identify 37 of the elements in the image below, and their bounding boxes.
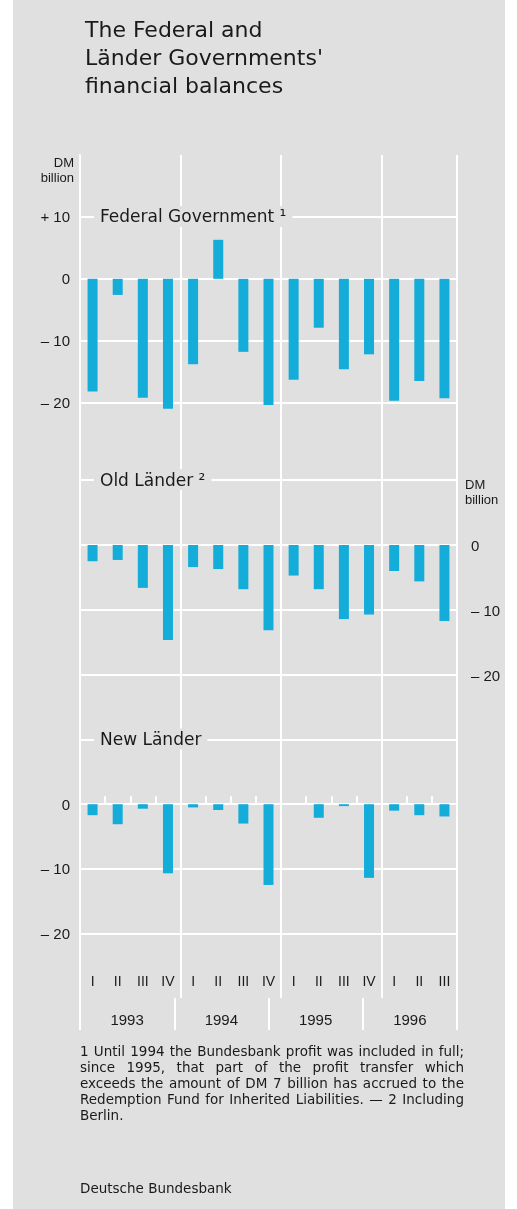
text: 1994 — [204, 1011, 239, 1028]
text: 1 Until 1994 the Bundesbank profit was included in full; since 1995, that part of the profit transfer which exceeds the amount of DM 7 billion has accrued to the Redemption Fund for Inherited Liabilities. — 2 Including Berlin. — [80, 1043, 464, 1123]
x-tick-label: III — [137, 973, 149, 989]
x-tick-label: IV — [362, 973, 377, 989]
x-tick-label: III — [338, 973, 350, 989]
y-tick-label: – 20 — [40, 924, 70, 942]
text: 1993 — [110, 1011, 144, 1028]
y-tick-label: 0 — [61, 795, 70, 813]
x-tick-label: II — [314, 973, 323, 989]
x-tick-label: II — [113, 973, 122, 989]
y-tick-label: – 10 — [40, 332, 70, 350]
y-tick-label: + 10 — [40, 208, 70, 226]
x-tick-label: IV — [261, 973, 276, 989]
text: New Länder — [100, 729, 202, 750]
y-tick-label: – 20 — [40, 394, 70, 412]
y2-tick-label: – 10 — [471, 601, 501, 619]
x-tick-label: II — [415, 973, 424, 989]
x-tick-label: I — [392, 973, 397, 989]
chart-title: The Federal and Länder Governments' financial balances — [85, 16, 324, 100]
text: Old Länder ² — [100, 469, 206, 490]
x-tick-label: III — [438, 973, 451, 989]
x-tick-label: I — [90, 973, 95, 989]
x-tick-label: IV — [161, 973, 176, 989]
y-tick-label: – 10 — [40, 860, 70, 878]
y-tick-label: 0 — [61, 270, 70, 288]
x-tick-label: I — [291, 973, 296, 989]
y2-tick-label: 0 — [471, 536, 480, 554]
x-tick-label: II — [214, 973, 223, 989]
text: Deutsche Bundesbank — [80, 1180, 232, 1196]
text: 1996 — [393, 1011, 427, 1028]
y2-tick-label: – 20 — [471, 666, 501, 684]
x-tick-label: I — [191, 973, 196, 989]
y-axis-title: DM billion — [40, 155, 74, 185]
text: Federal Government ¹ — [100, 206, 287, 227]
y2-axis-title: DM billion — [465, 477, 499, 507]
text: 1995 — [298, 1011, 333, 1028]
x-tick-label: III — [237, 973, 250, 989]
